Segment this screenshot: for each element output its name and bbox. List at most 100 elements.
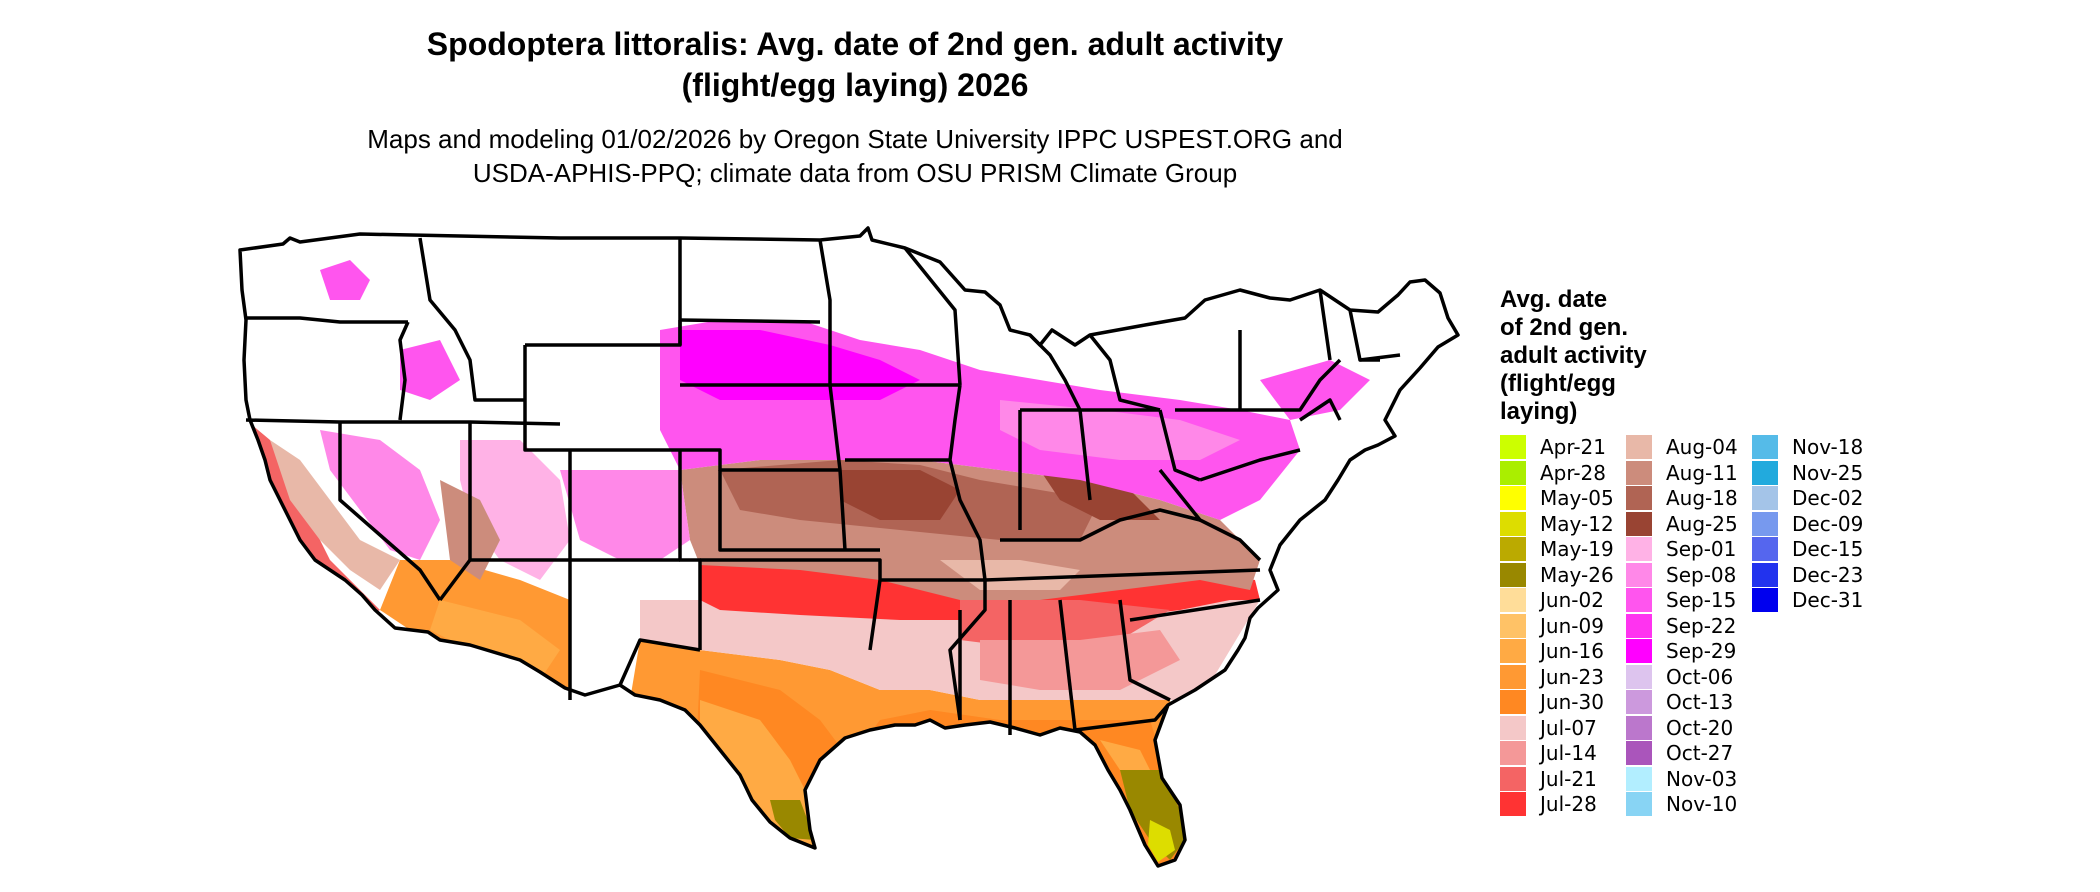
legend-swatch: [1752, 511, 1778, 536]
legend-item: Aug-18: [1626, 486, 1738, 510]
legend-swatch: [1626, 741, 1652, 765]
legend-swatch: [1500, 741, 1526, 765]
legend-item: Jun-16: [1500, 639, 1604, 663]
legend-item: Dec-09: [1752, 511, 1864, 536]
legend-swatch: [1626, 435, 1652, 459]
legend-swatch: [1500, 639, 1526, 663]
map-title-line: (flight/egg laying) 2026: [681, 67, 1029, 103]
legend-item: Dec-31: [1752, 588, 1863, 612]
legend-item: Aug-25: [1626, 511, 1738, 536]
legend-swatch: [1500, 715, 1526, 740]
legend-title-line: (flight/egg: [1500, 370, 1616, 397]
legend-label: Dec-15: [1792, 537, 1864, 561]
legend-label: Sep-22: [1666, 613, 1737, 638]
legend-item: Aug-11: [1626, 460, 1738, 485]
legend-item: Oct-20: [1626, 715, 1734, 740]
legend-swatch: [1752, 435, 1778, 459]
legend-item: Dec-02: [1752, 486, 1863, 510]
legend-label: Jul-14: [1540, 741, 1597, 765]
legend-label: Sep-01: [1666, 537, 1737, 561]
legend-item: Nov-03: [1626, 766, 1738, 791]
us-map: [238, 226, 1460, 868]
legend-item: Sep-29: [1626, 639, 1736, 663]
legend-swatch: [1500, 588, 1526, 612]
legend-label: Jun-16: [1540, 639, 1604, 663]
legend-swatch: [1626, 562, 1652, 587]
legend-swatch: [1626, 486, 1652, 510]
legend-label: May-19: [1540, 537, 1614, 561]
map-subtitle-line: USDA-APHIS-PPQ; climate data from OSU PR…: [472, 158, 1238, 188]
legend-swatch: [1500, 613, 1526, 638]
legend-label: Jun-30: [1540, 690, 1604, 714]
map-title-line: Spodoptera littoralis: Avg. date of 2nd …: [426, 26, 1284, 62]
map-subtitle-line: Maps and modeling 01/02/2026 by Oregon S…: [367, 124, 1343, 154]
legend-swatch: [1500, 562, 1526, 587]
legend-label: Dec-09: [1792, 511, 1864, 536]
legend-label: Sep-29: [1666, 639, 1737, 663]
legend-title: Avg. date of 2nd gen. adult activity (fl…: [1500, 286, 1700, 426]
map-title: Spodoptera littoralis: Avg. date of 2nd …: [290, 24, 1420, 106]
legend-swatch: [1626, 639, 1652, 663]
legend-item: Sep-22: [1626, 613, 1737, 638]
legend-swatch: [1500, 537, 1526, 561]
legend-item: Dec-23: [1752, 562, 1864, 587]
legend-item: May-26: [1500, 562, 1614, 587]
legend-label: Nov-10: [1666, 792, 1738, 816]
legend-swatch: [1626, 766, 1652, 791]
legend-label: Dec-31: [1792, 588, 1864, 612]
legend-item: Nov-18: [1752, 435, 1863, 459]
legend-label: Jul-07: [1540, 715, 1597, 740]
legend-label: Nov-03: [1666, 766, 1738, 791]
legend-label: Dec-02: [1792, 486, 1864, 510]
legend-swatch: [1500, 664, 1526, 689]
legend-label: Oct-06: [1666, 664, 1734, 689]
legend-swatch: [1752, 562, 1778, 587]
legend-label: Jun-23: [1540, 664, 1604, 689]
legend-label: Apr-21: [1540, 435, 1606, 459]
legend-item: Jun-23: [1500, 664, 1604, 689]
legend-swatch: [1626, 613, 1652, 638]
legend-label: Aug-18: [1666, 486, 1738, 510]
legend-label: Aug-25: [1666, 511, 1738, 536]
legend-swatch: [1752, 537, 1778, 561]
legend-swatch: [1500, 435, 1526, 459]
legend-label: Oct-20: [1666, 715, 1734, 740]
legend-swatch: [1500, 486, 1526, 510]
legend-item: Apr-21: [1500, 435, 1606, 459]
legend-swatch: [1626, 537, 1652, 561]
legend-label: Dec-23: [1792, 562, 1864, 587]
legend-swatch: [1626, 690, 1652, 714]
legend-swatch: [1752, 460, 1778, 485]
legend-swatch: [1500, 766, 1526, 791]
legend-swatch: [1626, 664, 1652, 689]
legend-label: Aug-11: [1666, 460, 1738, 485]
legend-item: Oct-13: [1626, 690, 1733, 714]
legend-item: Jun-30: [1500, 690, 1604, 714]
legend-swatch: [1500, 792, 1526, 816]
legend-item: Jul-21: [1500, 766, 1597, 791]
map-subtitle: Maps and modeling 01/02/2026 by Oregon S…: [290, 122, 1420, 190]
legend-item: Sep-01: [1626, 537, 1736, 561]
legend-item: Jun-02: [1500, 588, 1604, 612]
legend-label: Jul-21: [1540, 766, 1597, 791]
legend-item: Sep-15: [1626, 588, 1736, 612]
legend-swatch: [1500, 690, 1526, 714]
legend-label: May-12: [1540, 511, 1614, 536]
legend-label: Sep-08: [1666, 562, 1737, 587]
legend-title-line: laying): [1500, 398, 1578, 425]
legend-swatch: [1752, 486, 1778, 510]
legend-label: Oct-13: [1666, 690, 1734, 714]
legend-item: Dec-15: [1752, 537, 1863, 561]
legend-label: Nov-18: [1792, 435, 1864, 459]
legend-item: Jul-28: [1500, 792, 1597, 816]
legend-label: Apr-28: [1540, 460, 1606, 485]
legend-item: Aug-04: [1626, 435, 1738, 459]
legend-item: Oct-06: [1626, 664, 1734, 689]
legend-label: Jun-02: [1540, 588, 1604, 612]
legend-label: Aug-04: [1666, 435, 1738, 459]
legend-item: Jul-14: [1500, 741, 1597, 765]
legend-label: Oct-27: [1666, 741, 1734, 765]
legend-swatch: [1626, 460, 1652, 485]
legend-swatch: [1626, 588, 1652, 612]
legend-label: Sep-15: [1666, 588, 1737, 612]
